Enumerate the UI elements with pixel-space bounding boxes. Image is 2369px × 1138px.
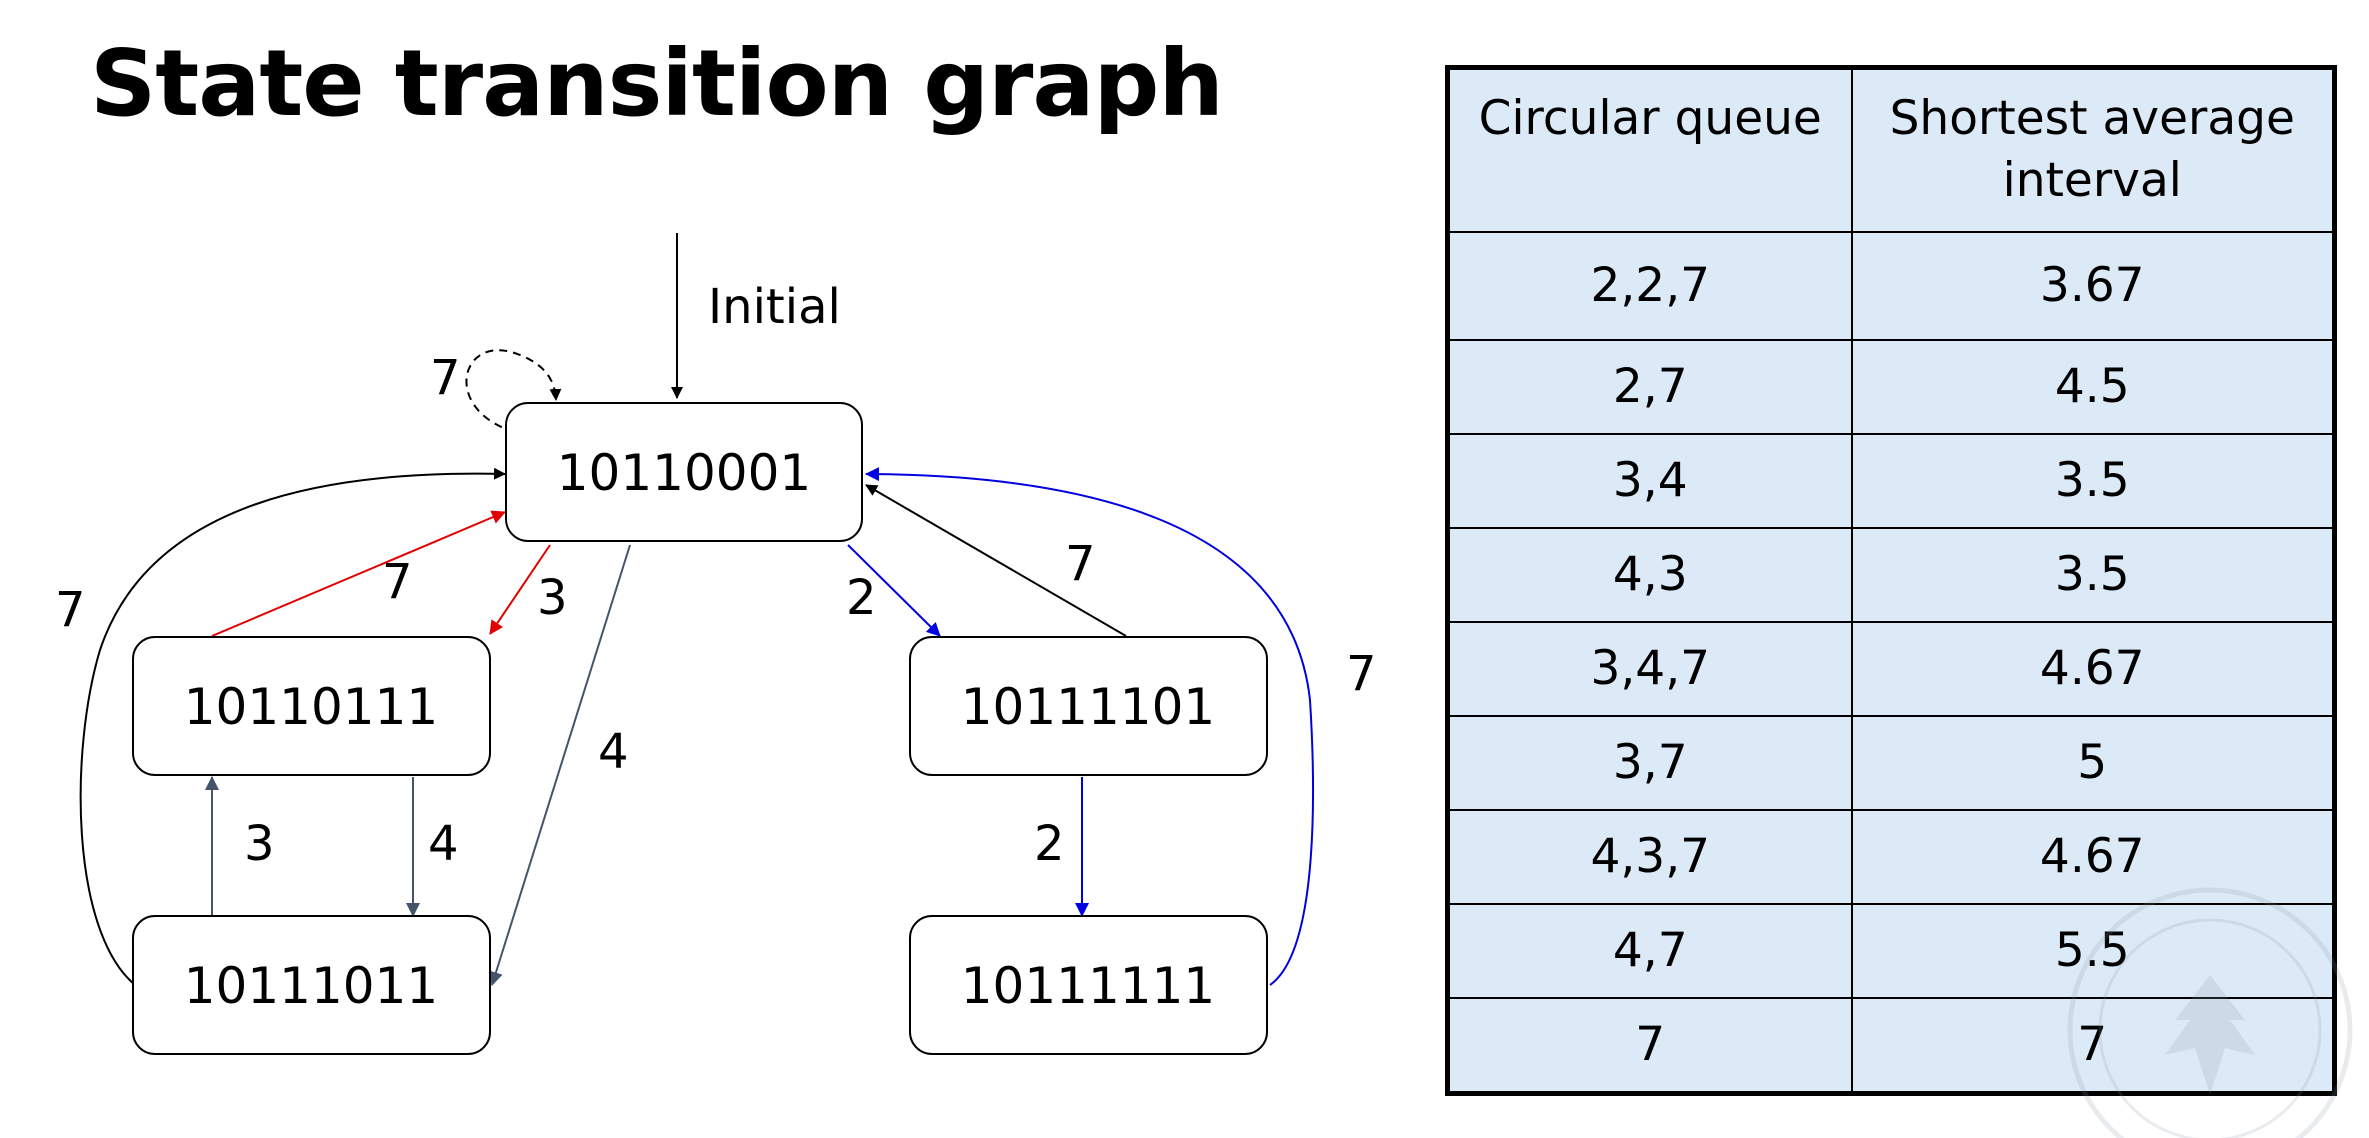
edge-label-s4-s0: 7 <box>1346 646 1377 702</box>
university-seal-watermark <box>2067 887 2353 1138</box>
edge-s0-s2 <box>489 544 631 986</box>
edge-label-s0-s3: 2 <box>846 570 877 626</box>
edge-s0-s3 <box>847 544 941 637</box>
cell-interval: 4.67 <box>1850 808 2336 905</box>
state-node-s1: 10110111 <box>132 636 491 776</box>
table-row: 3,7 5 <box>1446 714 2336 811</box>
initial-label: Initial <box>708 279 841 335</box>
edge-label-s2-s0: 7 <box>55 582 86 638</box>
cell-queue: 2,2,7 <box>1446 230 1853 341</box>
edge-s2-s0 <box>79 467 506 986</box>
cell-queue: 2,7 <box>1446 338 1853 435</box>
cell-interval: 3.5 <box>1850 526 2336 623</box>
cell-interval: 4.67 <box>1850 620 2336 717</box>
table-header-row: Circular queue Shortest average interval <box>1446 66 2336 233</box>
cell-queue: 4,3 <box>1446 526 1853 623</box>
table-row: 2,7 4.5 <box>1446 338 2336 435</box>
table-row: 7 7 <box>1446 996 2336 1094</box>
state-label: 10111111 <box>961 957 1216 1015</box>
edge-s3-s0 <box>865 484 1127 637</box>
cell-interval: 5.5 <box>1850 902 2336 999</box>
edge-label-s0-s1: 3 <box>537 570 568 626</box>
cell-queue: 3,4,7 <box>1446 620 1853 717</box>
cell-interval: 3.5 <box>1850 432 2336 529</box>
cell-queue: 7 <box>1446 996 1853 1094</box>
state-label: 10111101 <box>961 678 1216 736</box>
edge-label-s0-self: 7 <box>430 350 461 406</box>
state-node-s2: 10111011 <box>132 915 491 1055</box>
state-label: 10111011 <box>184 957 439 1015</box>
table-row: 4,7 5.5 <box>1446 902 2336 999</box>
edge-s0-self <box>465 349 562 433</box>
table-row: 3,4,7 4.67 <box>1446 620 2336 717</box>
edge-s4-s0 <box>865 467 1314 986</box>
table-row: 2,2,7 3.67 <box>1446 230 2336 341</box>
edge-label-s0-s2: 4 <box>598 724 629 780</box>
edge-s0-s1 <box>489 544 551 635</box>
column-header-queue: Circular queue <box>1446 66 1853 233</box>
cell-interval: 3.67 <box>1850 230 2336 341</box>
cell-queue: 4,7 <box>1446 902 1853 999</box>
state-node-s0: 10110001 <box>505 402 863 542</box>
edge-label-s1-s2: 4 <box>428 816 459 872</box>
slide-title: State transition graph <box>90 30 1224 137</box>
edge-label-s1-s0: 7 <box>382 554 413 610</box>
state-label: 10110001 <box>557 444 812 502</box>
state-node-s4: 10111111 <box>909 915 1268 1055</box>
edge-label-s2-s1: 3 <box>244 816 275 872</box>
table-row: 4,3 3.5 <box>1446 526 2336 623</box>
table-row: 3,4 3.5 <box>1446 432 2336 529</box>
state-transition-diagram: Initial 7 3 7 4 2 7 4 3 7 2 7 10110001 1… <box>55 233 1377 1055</box>
table-row: 4,3,7 4.67 <box>1446 808 2336 905</box>
state-label: 10110111 <box>184 678 439 736</box>
cell-interval: 5 <box>1850 714 2336 811</box>
queue-interval-table: Circular queue Shortest average interval… <box>1445 65 2337 1096</box>
edge-s1-s0 <box>211 510 506 637</box>
cell-queue: 3,4 <box>1446 432 1853 529</box>
cell-queue: 3,7 <box>1446 714 1853 811</box>
cell-queue: 4,3,7 <box>1446 808 1853 905</box>
edge-label-s3-s0: 7 <box>1065 536 1096 592</box>
cell-interval: 4.5 <box>1850 338 2336 435</box>
edge-label-s3-s4: 2 <box>1034 816 1065 872</box>
cell-interval: 7 <box>1850 996 2336 1094</box>
column-header-interval: Shortest average interval <box>1850 66 2336 233</box>
state-node-s3: 10111101 <box>909 636 1268 776</box>
